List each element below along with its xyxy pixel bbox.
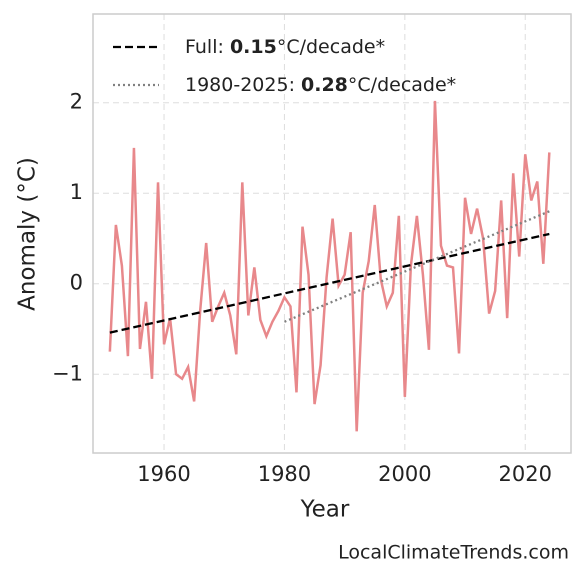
x-tick-label: 1960 — [137, 462, 190, 486]
y-axis-label: Anomaly (°C) — [15, 157, 41, 311]
legend-label: Full: 0.15°C/decade* — [185, 36, 385, 58]
plot-frame — [92, 13, 572, 454]
legend-label: 1980-2025: 0.28°C/decade* — [185, 74, 456, 96]
watermark: LocalClimateTrends.com — [338, 542, 569, 564]
trend-line — [109, 232, 550, 334]
x-tick-label: 1980 — [258, 462, 311, 486]
y-tick-label: 1 — [70, 180, 83, 204]
data-line — [108, 100, 551, 432]
x-axis-label: Year — [300, 497, 350, 523]
x-tick-label: 2000 — [378, 462, 431, 486]
y-tick-label: 0 — [70, 271, 83, 295]
y-tick-label: 2 — [70, 90, 83, 114]
y-tick-label: −1 — [52, 361, 83, 385]
x-tick-label: 2020 — [499, 462, 552, 486]
